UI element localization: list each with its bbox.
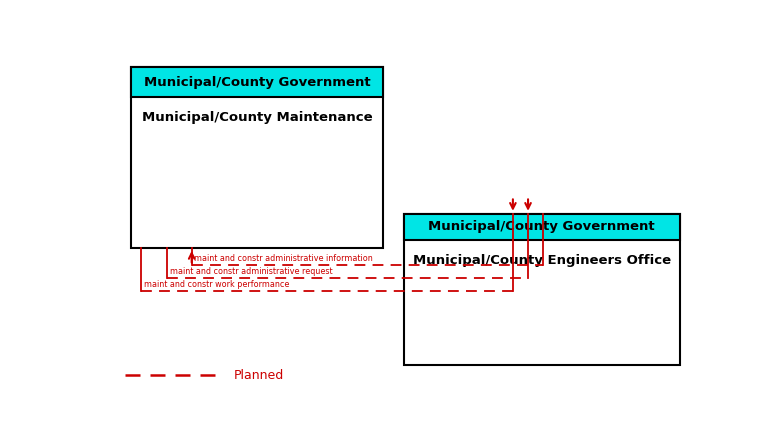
Text: Municipal/County Government: Municipal/County Government bbox=[429, 220, 655, 233]
Bar bbox=[404, 214, 680, 365]
Bar bbox=[131, 67, 382, 248]
Text: maint and constr work performance: maint and constr work performance bbox=[144, 280, 289, 289]
Text: maint and constr administrative request: maint and constr administrative request bbox=[170, 267, 332, 276]
Text: Planned: Planned bbox=[234, 369, 285, 382]
Bar bbox=[404, 214, 680, 240]
Text: Municipal/County Maintenance: Municipal/County Maintenance bbox=[142, 111, 372, 124]
Text: Municipal/County Government: Municipal/County Government bbox=[144, 76, 370, 89]
Text: maint and constr administrative information: maint and constr administrative informat… bbox=[194, 254, 373, 263]
Bar bbox=[131, 67, 382, 97]
Text: Municipal/County Engineers Office: Municipal/County Engineers Office bbox=[413, 254, 671, 267]
